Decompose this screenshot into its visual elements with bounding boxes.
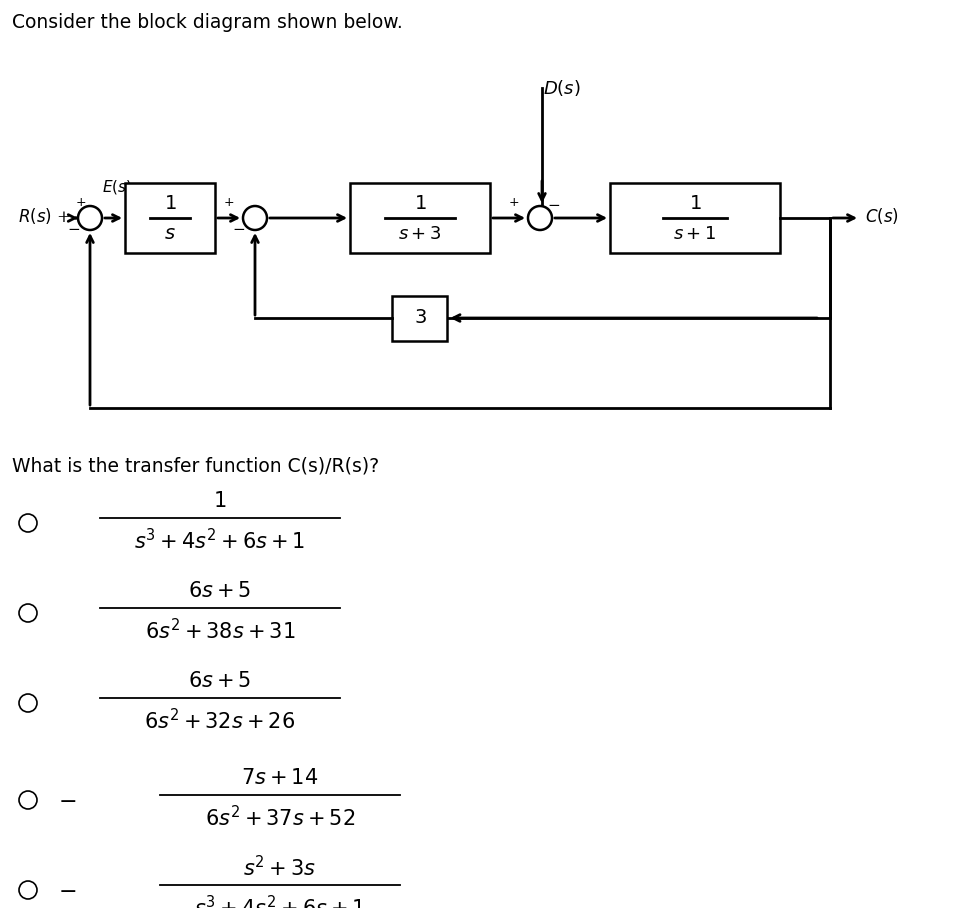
Text: What is the transfer function C(s)/R(s)?: What is the transfer function C(s)/R(s)? [12,456,380,475]
Text: $C(s)$: $C(s)$ [865,206,899,226]
Circle shape [19,881,37,899]
Circle shape [243,206,267,230]
Circle shape [78,206,102,230]
Text: $-$: $-$ [548,196,560,212]
Text: $6s+5$: $6s+5$ [188,581,251,601]
Text: +: + [224,195,234,209]
Bar [610,183,780,253]
Text: $-$: $-$ [58,879,76,901]
Text: +: + [76,195,86,209]
Circle shape [19,604,37,622]
Circle shape [19,791,37,809]
Text: $1$: $1$ [163,195,176,213]
Text: +: + [509,195,519,209]
Text: $s+1$: $s+1$ [673,225,717,243]
Bar [125,183,215,253]
Text: $E(s)$: $E(s)$ [102,178,132,196]
Bar [350,183,490,253]
Text: $s^{2}+3s$: $s^{2}+3s$ [244,855,316,881]
Text: $s^{3}+4s^{2}+6s+1$: $s^{3}+4s^{2}+6s+1$ [194,895,365,908]
Text: $6s+5$: $6s+5$ [188,671,251,691]
Circle shape [19,694,37,712]
Text: $3$: $3$ [414,309,426,327]
Text: $-$: $-$ [58,789,76,811]
Text: Consider the block diagram shown below.: Consider the block diagram shown below. [12,13,402,32]
Text: $1$: $1$ [414,195,426,213]
Text: $1$: $1$ [213,491,227,511]
Text: $7s+14$: $7s+14$ [242,768,318,788]
Bar [393,295,447,340]
Text: $-$: $-$ [68,221,80,235]
Text: $-$: $-$ [232,221,246,235]
Text: $s+3$: $s+3$ [399,225,442,243]
Text: $D(s)$: $D(s)$ [543,78,580,98]
Text: $s^{3}+4s^{2}+6s+1$: $s^{3}+4s^{2}+6s+1$ [135,528,306,554]
Text: $R(s)$ +: $R(s)$ + [18,206,71,226]
Text: $1$: $1$ [688,195,702,213]
Circle shape [528,206,552,230]
Text: $s$: $s$ [164,225,176,243]
Circle shape [19,514,37,532]
Text: $6s^{2}+32s+26$: $6s^{2}+32s+26$ [144,708,295,734]
Text: $6s^{2}+38s+31$: $6s^{2}+38s+31$ [144,618,295,644]
Text: $6s^{2}+37s+52$: $6s^{2}+37s+52$ [205,805,355,831]
